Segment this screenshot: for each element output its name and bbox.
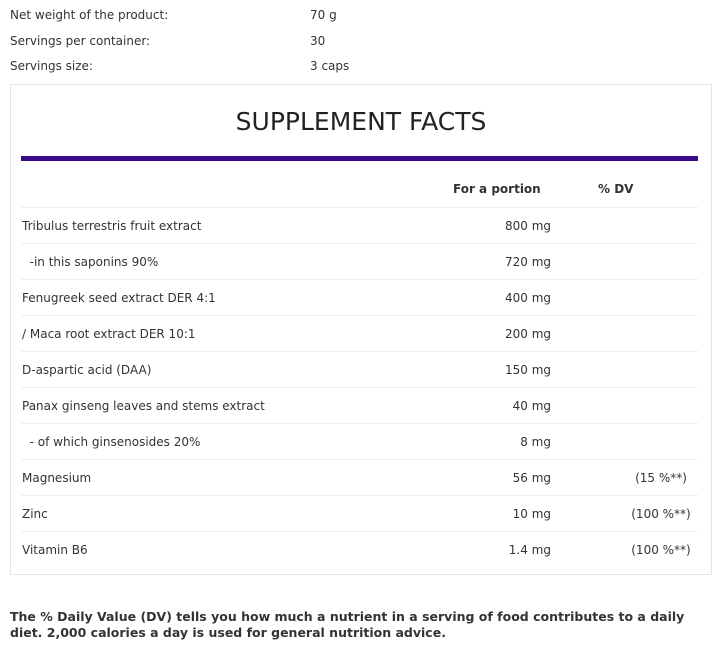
ingredient-dv: (100 %**) bbox=[631, 543, 691, 557]
spec-value: 30 bbox=[310, 33, 326, 48]
ingredient-amount: 1.4 mg bbox=[508, 543, 551, 557]
ingredient-name: -in this saponins 90% bbox=[22, 255, 159, 269]
spec-value: 3 caps bbox=[310, 59, 350, 73]
ingredient-name: D-aspartic acid (DAA) bbox=[22, 363, 152, 377]
ingredient-name: Panax ginseng leaves and stems extract bbox=[22, 399, 265, 413]
ingredient-name: Zinc bbox=[22, 507, 48, 521]
ingredient-name: - of which ginsenosides 20% bbox=[22, 435, 201, 449]
panel-title: SUPPLEMENT FACTS bbox=[235, 107, 487, 136]
ingredient-amount: 40 mg bbox=[512, 399, 551, 413]
table-row: Vitamin B6 1.4 mg (100 %**) bbox=[21, 531, 698, 568]
ingredient-amount: 400 mg bbox=[504, 291, 551, 305]
table-row: Magnesium 56 mg (15 %**) bbox=[21, 459, 698, 496]
ingredient-amount: 8 mg bbox=[520, 435, 551, 449]
ingredient-amount: 150 mg bbox=[504, 363, 551, 377]
spec-row: Net weight of the product: 70 g bbox=[10, 8, 337, 22]
supplement-facts-panel: SUPPLEMENT FACTS For a portion % DV Trib… bbox=[10, 84, 712, 575]
table-row: D-aspartic acid (DAA) 150 mg bbox=[21, 351, 698, 388]
table-row: -in this saponins 90% 720 mg bbox=[21, 243, 698, 280]
spec-label: Net weight of the product: bbox=[10, 8, 169, 22]
spec-label: Servings size: bbox=[10, 59, 93, 73]
accent-divider bbox=[21, 156, 698, 161]
ingredient-dv: (100 %**) bbox=[631, 507, 691, 521]
ingredient-name: Tribulus terrestris fruit extract bbox=[22, 219, 202, 233]
ingredient-amount: 10 mg bbox=[512, 507, 551, 521]
ingredient-amount: 800 mg bbox=[504, 219, 551, 233]
daily-value-note: The % Daily Value (DV) tells you how muc… bbox=[10, 609, 685, 640]
column-header-portion: For a portion bbox=[453, 182, 541, 196]
table-row: Zinc 10 mg (100 %**) bbox=[21, 495, 698, 532]
table-row: Panax ginseng leaves and stems extract 40… bbox=[21, 387, 698, 424]
ingredient-name: Fenugreek seed extract DER 4:1 bbox=[22, 291, 216, 305]
table-row: Fenugreek seed extract DER 4:1 400 mg bbox=[21, 279, 698, 316]
spec-value: 70 g bbox=[310, 8, 337, 22]
table-row: - of which ginsenosides 20% 8 mg bbox=[21, 423, 698, 460]
spec-row: Servings per container: 30 bbox=[10, 33, 325, 48]
ingredient-dv: (15 %**) bbox=[635, 471, 687, 485]
table-row: / Maca root extract DER 10:1 200 mg bbox=[21, 315, 698, 352]
ingredient-name: Vitamin B6 bbox=[22, 543, 88, 557]
ingredient-amount: 56 mg bbox=[512, 471, 551, 485]
ingredient-name: Magnesium bbox=[22, 471, 92, 485]
spec-label: Servings per container: bbox=[10, 33, 151, 48]
spec-row: Servings size: 3 caps bbox=[10, 59, 349, 73]
column-header-dv: % DV bbox=[598, 182, 634, 196]
ingredient-name: / Maca root extract DER 10:1 bbox=[22, 327, 196, 341]
ingredient-amount: 200 mg bbox=[504, 327, 551, 341]
table-row: Tribulus terrestris fruit extract 800 mg bbox=[21, 207, 698, 244]
ingredient-amount: 720 mg bbox=[504, 255, 551, 269]
